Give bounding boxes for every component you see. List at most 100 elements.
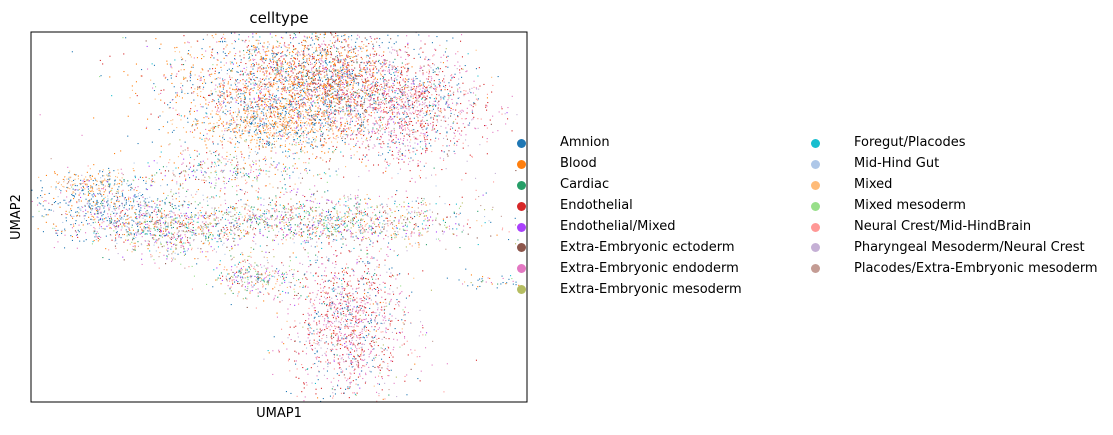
scatter-point — [251, 121, 253, 123]
scatter-point — [234, 41, 236, 43]
scatter-point — [419, 85, 421, 87]
scatter-point — [332, 88, 334, 90]
scatter-point — [399, 151, 401, 153]
scatter-point — [319, 70, 321, 72]
scatter-point — [378, 105, 380, 107]
scatter-point — [425, 56, 427, 58]
scatter-point — [336, 126, 338, 128]
scatter-point — [246, 66, 248, 68]
scatter-point — [282, 123, 284, 125]
scatter-point — [318, 61, 320, 63]
scatter-point — [327, 53, 329, 55]
scatter-point — [317, 94, 319, 96]
scatter-point — [294, 98, 296, 100]
scatter-point — [264, 102, 266, 104]
scatter-point — [386, 80, 388, 82]
scatter-point — [280, 73, 282, 75]
scatter-point — [286, 70, 288, 72]
scatter-point — [293, 139, 295, 141]
scatter-point — [291, 71, 293, 73]
scatter-point — [269, 113, 271, 115]
scatter-point — [310, 123, 312, 125]
scatter-point — [359, 147, 361, 149]
scatter-point — [413, 93, 415, 95]
scatter-point — [370, 99, 372, 101]
scatter-point — [361, 75, 363, 77]
scatter-point — [394, 106, 396, 108]
scatter-point — [490, 123, 492, 125]
scatter-point — [296, 167, 298, 169]
scatter-point — [200, 95, 202, 97]
scatter-point — [230, 142, 232, 144]
scatter-point — [306, 47, 308, 49]
scatter-point — [288, 148, 290, 150]
scatter-point — [446, 60, 448, 62]
scatter-point — [294, 69, 296, 71]
scatter-point — [284, 114, 286, 116]
scatter-point — [181, 90, 183, 92]
scatter-point — [474, 103, 476, 105]
scatter-point — [305, 122, 307, 124]
scatter-point — [330, 77, 332, 79]
scatter-point — [308, 122, 310, 124]
scatter-point — [307, 96, 309, 98]
scatter-point — [163, 74, 165, 76]
scatter-point — [344, 49, 346, 51]
scatter-point — [138, 102, 140, 104]
scatter-point — [166, 63, 168, 65]
scatter-point — [219, 41, 221, 43]
scatter-point — [367, 88, 369, 90]
scatter-point — [321, 57, 323, 59]
scatter-point — [145, 40, 147, 42]
scatter-point — [400, 96, 402, 98]
scatter-point — [424, 91, 426, 93]
scatter-point — [494, 172, 496, 174]
scatter-point — [325, 99, 327, 101]
scatter-point — [410, 95, 412, 97]
scatter-point — [378, 143, 380, 145]
scatter-point — [388, 68, 390, 70]
scatter-point — [385, 79, 387, 81]
scatter-point — [258, 63, 260, 65]
scatter-point — [404, 127, 406, 129]
scatter-point — [206, 34, 208, 36]
scatter-point — [435, 105, 437, 107]
scatter-point — [272, 106, 274, 108]
scatter-point — [180, 56, 182, 58]
scatter-point — [350, 148, 352, 150]
scatter-point — [303, 61, 305, 63]
scatter-point — [350, 46, 352, 48]
scatter-point — [427, 134, 429, 136]
scatter-point — [235, 84, 237, 86]
scatter-point — [373, 112, 375, 114]
scatter-point — [230, 101, 232, 103]
scatter-point — [275, 124, 277, 126]
scatter-point — [450, 79, 452, 81]
scatter-point — [263, 121, 265, 123]
scatter-point — [340, 97, 342, 99]
scatter-point — [328, 84, 330, 86]
scatter-point — [300, 148, 302, 150]
scatter-point — [368, 170, 370, 172]
scatter-point — [376, 138, 378, 140]
scatter-point — [357, 109, 359, 111]
scatter-point — [294, 62, 296, 64]
scatter-point — [236, 116, 238, 118]
scatter-point — [175, 75, 177, 77]
scatter-point — [399, 118, 401, 120]
scatter-point — [229, 110, 231, 112]
scatter-point — [307, 132, 309, 134]
scatter-point — [194, 105, 196, 107]
scatter-point — [295, 121, 297, 123]
scatter-point — [335, 170, 337, 172]
scatter-point — [382, 93, 384, 95]
scatter-point — [245, 69, 247, 71]
scatter-point — [469, 154, 471, 156]
scatter-point — [257, 42, 259, 44]
scatter-point — [213, 126, 215, 128]
scatter-point — [324, 91, 326, 93]
scatter-point — [307, 83, 309, 85]
scatter-point — [347, 63, 349, 65]
scatter-point — [290, 90, 292, 92]
scatter-point — [276, 71, 278, 73]
